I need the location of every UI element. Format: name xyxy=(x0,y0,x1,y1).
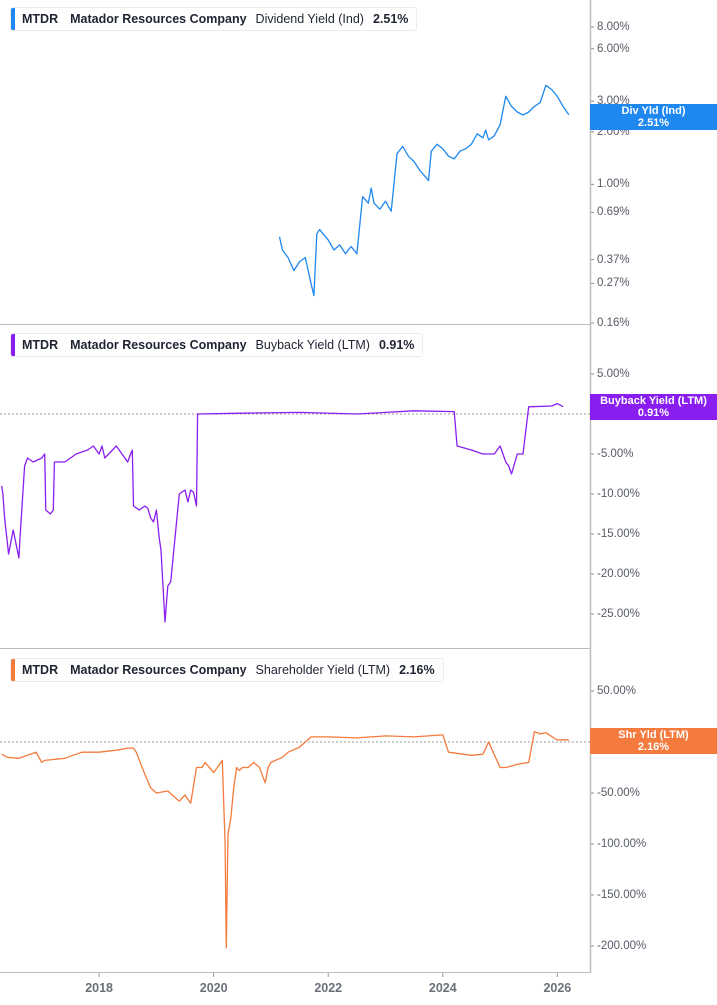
x-tick-label: 2022 xyxy=(314,981,343,995)
legend-company: Matador Resources Company xyxy=(70,663,247,677)
legend-metric: Shareholder Yield (LTM) xyxy=(255,663,391,677)
y-tick-label: 1.00% xyxy=(597,178,630,191)
last-value-flag-buyback: Buyback Yield (LTM) 0.91% xyxy=(590,394,717,420)
y-tick-label: 8.00% xyxy=(597,21,630,33)
legend-value: 2.16% xyxy=(399,663,435,677)
series-color-swatch xyxy=(11,8,15,30)
legend-value: 0.91% xyxy=(378,338,415,352)
legend-company: Matador Resources Company xyxy=(70,12,247,26)
legend-metric: Dividend Yield (Ind) xyxy=(255,12,364,26)
y-tick-label: 0.69% xyxy=(597,206,630,219)
y-tick-label: -25.00% xyxy=(597,608,640,620)
legend-value: 2.51% xyxy=(372,12,409,26)
x-tick-label: 2020 xyxy=(199,981,228,995)
y-tick-label: 0.16% xyxy=(597,317,630,329)
y-tick-label: 5.00% xyxy=(597,368,630,380)
x-tick-label: 2018 xyxy=(85,981,113,995)
legend-dividend-yield[interactable]: MTDR Matador Resources Company Dividend … xyxy=(10,7,418,31)
y-tick-label: -5.00% xyxy=(597,448,634,460)
y-tick-label: -150.00% xyxy=(597,889,647,901)
x-tick-label: 2024 xyxy=(428,981,457,995)
flag-value: 2.51% xyxy=(637,117,670,129)
y-tick-label: 50.00% xyxy=(597,685,637,697)
series-line-shareholder-yield xyxy=(1,731,569,949)
y-tick-label: 6.00% xyxy=(597,42,630,55)
y-tick-label: -50.00% xyxy=(597,787,640,799)
legend-ticker: MTDR xyxy=(22,663,59,677)
y-tick-label: 0.37% xyxy=(597,253,630,266)
series-color-swatch xyxy=(11,334,15,356)
legend-ticker: MTDR xyxy=(22,338,59,352)
y-tick-label: -15.00% xyxy=(597,528,640,540)
flag-label: Shr Yld (LTM) xyxy=(618,729,689,741)
y-tick-label: -20.00% xyxy=(597,568,640,580)
x-tick-label: 2026 xyxy=(543,981,572,995)
y-tick-label: -100.00% xyxy=(597,838,647,850)
series-line-dividend-yield xyxy=(278,84,570,297)
legend-company: Matador Resources Company xyxy=(70,338,247,352)
legend-shareholder-yield[interactable]: MTDR Matador Resources Company Sharehold… xyxy=(10,658,444,682)
flag-label: Div Yld (Ind) xyxy=(621,105,686,117)
legend-buyback-yield[interactable]: MTDR Matador Resources Company Buyback Y… xyxy=(10,333,424,357)
y-tick-label: -10.00% xyxy=(597,488,640,500)
legend-ticker: MTDR xyxy=(22,12,59,26)
y-tick-label: 0.27% xyxy=(597,277,630,290)
flag-label: Buyback Yield (LTM) xyxy=(600,395,707,407)
legend-metric: Buyback Yield (LTM) xyxy=(255,338,370,352)
y-tick-label: -200.00% xyxy=(597,940,647,952)
series-color-swatch xyxy=(11,659,15,681)
series-line-buyback-yield xyxy=(1,402,564,623)
flag-value: 0.91% xyxy=(637,407,670,419)
last-value-flag-shareholder: Shr Yld (LTM) 2.16% xyxy=(590,728,717,754)
flag-value: 2.16% xyxy=(637,741,670,753)
last-value-flag-dividend: Div Yld (Ind) 2.51% xyxy=(590,104,717,130)
